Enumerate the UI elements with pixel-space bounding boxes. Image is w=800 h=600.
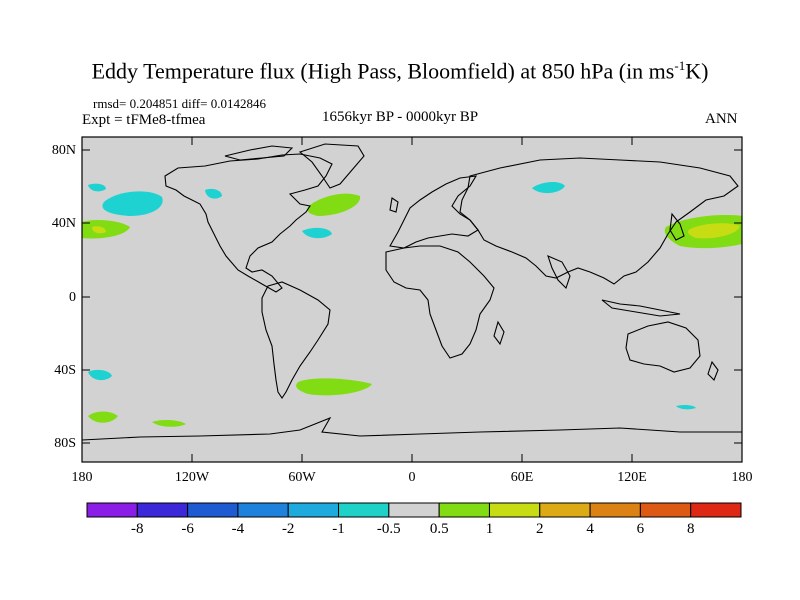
- colorbar-box-1: [136, 502, 189, 518]
- colorbar-label-4: -1: [332, 521, 345, 537]
- lat-label-80s: 80S: [54, 436, 76, 451]
- colorbar-box-9: [539, 502, 591, 518]
- anomaly-cyan-spac: [88, 369, 112, 381]
- anomaly-green-sam: [296, 378, 372, 396]
- anomaly-green-spac: [88, 411, 118, 423]
- lat-label-0: 0: [69, 290, 76, 305]
- coast-north-america: [164, 153, 333, 293]
- anomaly-regions: [82, 182, 742, 427]
- colorbar-box-2: [187, 502, 239, 518]
- colorbar-label-9: 4: [586, 521, 594, 537]
- colorbar-box-11: [639, 502, 692, 518]
- map-background: [82, 137, 742, 462]
- lon-label-0: 0: [408, 470, 416, 485]
- colorbar-label-10: 6: [636, 521, 645, 537]
- colorbar-box-4: [287, 502, 340, 518]
- lon-label-60w: 60W: [288, 470, 316, 485]
- lon-label-60e: 60E: [510, 470, 534, 485]
- coast-australia: [625, 321, 701, 373]
- colorbar-label-5: -0.5: [376, 521, 401, 537]
- lat-label-40s: 40S: [54, 363, 76, 378]
- coast-europe: [389, 175, 479, 249]
- colorbar: [86, 502, 742, 518]
- colorbar-label-8: 2: [536, 521, 544, 537]
- anomaly-cyan-npac-small: [88, 183, 106, 192]
- anomaly-green-natl: [307, 193, 361, 216]
- colorbar-box-8: [488, 502, 541, 518]
- colorbar-label-1: -6: [181, 521, 194, 537]
- colorbar-box-7: [438, 502, 490, 518]
- coast-madagascar: [493, 320, 505, 346]
- coast-india: [547, 255, 571, 290]
- coast-africa: [385, 245, 495, 359]
- colorbar-box-12: [690, 502, 742, 518]
- anomaly-cyan-npac: [102, 191, 163, 216]
- anomaly-green-npac: [82, 219, 130, 239]
- coast-greenland: [298, 143, 365, 189]
- colorbar-label-7: 1: [485, 521, 494, 537]
- map-title: Eddy Temperature flux (High Pass, Bloomf…: [91, 58, 709, 84]
- coast-south-america: [261, 281, 331, 399]
- coast-arctic-islands: [224, 145, 294, 161]
- anomaly-green-spac2: [152, 419, 186, 427]
- anomaly-cyan-tasman: [676, 404, 696, 410]
- season-label: ANN: [705, 111, 738, 127]
- stats-label: rmsd= 0.204851 diff= 0.0142846: [93, 96, 266, 111]
- colorbar-box-10: [589, 502, 641, 518]
- coast-uk: [389, 197, 399, 213]
- colorbar-label-3: -2: [281, 521, 295, 537]
- coast-antarctica: [81, 416, 742, 441]
- coastlines: [81, 143, 742, 441]
- anomaly-cyan-alaska: [205, 188, 222, 199]
- colorbar-label-6: 0.5: [429, 521, 449, 537]
- anomaly-yellow-wpac: [688, 223, 740, 239]
- lat-label-80n: 80N: [51, 143, 76, 158]
- colorbar-label-0: -8: [131, 521, 144, 537]
- anomaly-cyan-nea: [532, 182, 565, 194]
- coast-new-zealand: [707, 360, 719, 381]
- anomaly-cyan-natl: [302, 227, 332, 239]
- colorbar-box-0: [86, 502, 138, 518]
- period-label: 1656kyr BP - 0000kyr BP: [322, 109, 479, 125]
- coast-asia: [459, 157, 739, 285]
- lon-label-180w: 180: [71, 470, 93, 485]
- colorbar-label-11: 8: [686, 521, 695, 537]
- colorbar-box-3: [237, 502, 289, 518]
- coast-indonesia: [601, 299, 681, 317]
- lon-label-180e: 180: [731, 470, 753, 485]
- colorbar-label-2: -4: [231, 521, 245, 537]
- experiment-label: Expt = tFMe8-tfmea: [82, 112, 206, 128]
- lon-label-120w: 120W: [174, 470, 210, 485]
- lon-label-120e: 120E: [617, 470, 647, 485]
- lat-label-40n: 40N: [51, 216, 76, 231]
- coast-japan: [669, 212, 685, 241]
- colorbar-box-5: [338, 502, 390, 518]
- axis-ticks: [82, 137, 742, 462]
- colorbar-box-6: [388, 502, 440, 518]
- anomaly-yellow-npac: [92, 226, 106, 234]
